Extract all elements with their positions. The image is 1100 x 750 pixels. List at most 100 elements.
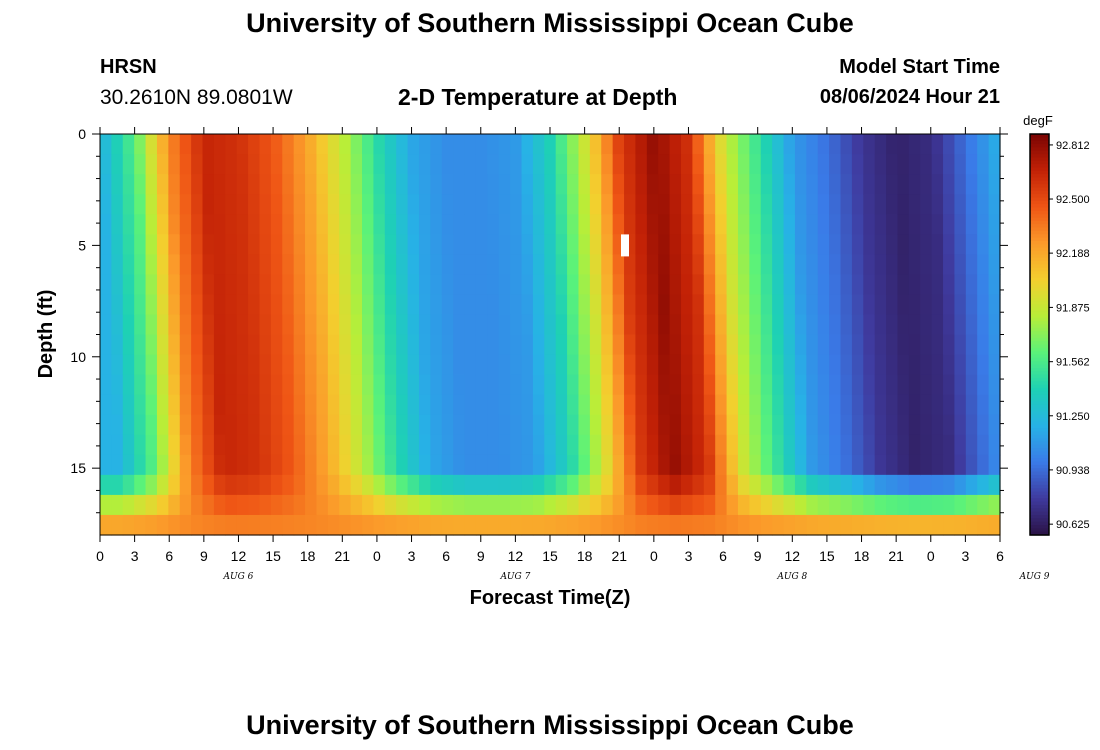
heat-cell <box>931 334 944 356</box>
heat-cell <box>396 174 409 195</box>
heat-cell <box>589 354 602 376</box>
heat-cell <box>931 154 944 175</box>
heat-cell <box>886 274 899 295</box>
heat-cell <box>145 474 158 496</box>
heat-cell <box>908 474 921 496</box>
heat-cell <box>578 374 591 396</box>
heat-cell <box>601 154 614 175</box>
heat-cell <box>806 214 819 235</box>
heat-cell <box>601 494 614 516</box>
heat-cell <box>783 394 796 416</box>
heat-cell <box>373 294 386 316</box>
heat-cell <box>487 394 500 416</box>
heat-cell <box>737 394 750 416</box>
colorbar-swatch <box>1030 167 1049 172</box>
heat-cell <box>874 354 887 376</box>
heat-cell <box>396 374 409 396</box>
heat-cell <box>703 394 716 416</box>
heat-cell <box>965 134 978 155</box>
heat-cell <box>567 374 580 396</box>
heat-cell <box>191 254 204 275</box>
heat-cell <box>475 294 488 316</box>
colorbar-swatch <box>1030 247 1049 252</box>
heat-cell <box>373 234 386 255</box>
heat-cell <box>475 134 488 155</box>
heat-cell <box>407 354 420 376</box>
heat-cell <box>225 134 238 155</box>
heat-cell <box>510 294 523 316</box>
heat-cell <box>316 194 329 215</box>
heat-cell <box>772 274 785 295</box>
heat-cell <box>567 354 580 376</box>
heat-cell <box>510 354 523 376</box>
colorbar-swatch <box>1030 354 1049 359</box>
heat-cell <box>943 174 956 195</box>
heat-cell <box>920 314 933 336</box>
heat-cell <box>213 314 226 336</box>
heat-cell <box>703 354 716 376</box>
heat-cell <box>840 414 853 436</box>
heat-cell <box>202 354 215 376</box>
heat-cell <box>988 234 1001 255</box>
heat-cell <box>122 274 135 295</box>
heat-cell <box>988 454 1001 476</box>
chart-title: 2-D Temperature at Depth <box>398 84 678 110</box>
heat-cell <box>669 134 682 155</box>
heat-cell <box>692 234 705 255</box>
heat-cell <box>544 294 557 316</box>
heat-cell <box>213 514 226 536</box>
heat-cell <box>362 254 375 275</box>
heat-cell <box>521 294 534 316</box>
heat-cell <box>681 434 693 456</box>
heat-cell <box>248 474 261 496</box>
heat-cell <box>749 254 762 275</box>
heat-cell <box>396 514 409 536</box>
heat-cell <box>965 474 978 496</box>
heat-cell <box>794 394 807 416</box>
heat-cell <box>248 214 261 235</box>
heat-cell <box>305 194 318 215</box>
heat-cell <box>179 294 192 316</box>
heat-cell <box>168 294 181 316</box>
colorbar-swatch <box>1030 441 1049 446</box>
heat-cell <box>156 434 169 456</box>
colorbar-swatch <box>1030 331 1049 336</box>
heat-cell <box>624 314 637 336</box>
heat-cell <box>624 254 637 275</box>
heat-cell <box>760 234 773 255</box>
heat-cell <box>726 274 739 295</box>
heat-cell <box>339 274 352 295</box>
heat-cell <box>783 454 796 476</box>
heat-cell <box>943 474 956 496</box>
model-start-time: 08/06/2024 Hour 21 <box>819 86 1000 108</box>
colorbar-swatch <box>1030 461 1049 466</box>
heat-cell <box>863 434 876 456</box>
heat-cell <box>510 414 523 436</box>
heat-cell <box>475 334 488 356</box>
heat-cell <box>760 134 773 155</box>
colorbar-swatch <box>1030 281 1049 285</box>
heat-cell <box>259 354 272 376</box>
heat-cell <box>407 374 420 396</box>
heat-cell <box>669 374 682 396</box>
heat-cell <box>806 514 819 536</box>
heat-cell <box>259 254 272 275</box>
heat-cell <box>282 394 295 416</box>
heat-cell <box>943 354 956 376</box>
colorbar-swatch <box>1030 147 1049 152</box>
heat-cell <box>943 234 956 255</box>
heat-cell <box>248 154 261 175</box>
heat-cell <box>908 254 921 275</box>
heat-cell <box>453 174 466 195</box>
heat-cell <box>954 394 967 416</box>
heat-cell <box>544 234 557 255</box>
heat-cell <box>703 194 716 215</box>
heat-cell <box>191 274 204 295</box>
heat-cell <box>362 394 375 416</box>
heat-cell <box>350 254 363 275</box>
colorbar-swatch <box>1030 317 1049 322</box>
heat-cell <box>270 294 283 316</box>
heat-cell <box>829 194 842 215</box>
heat-cell <box>544 134 557 155</box>
heat-cell <box>453 154 466 175</box>
